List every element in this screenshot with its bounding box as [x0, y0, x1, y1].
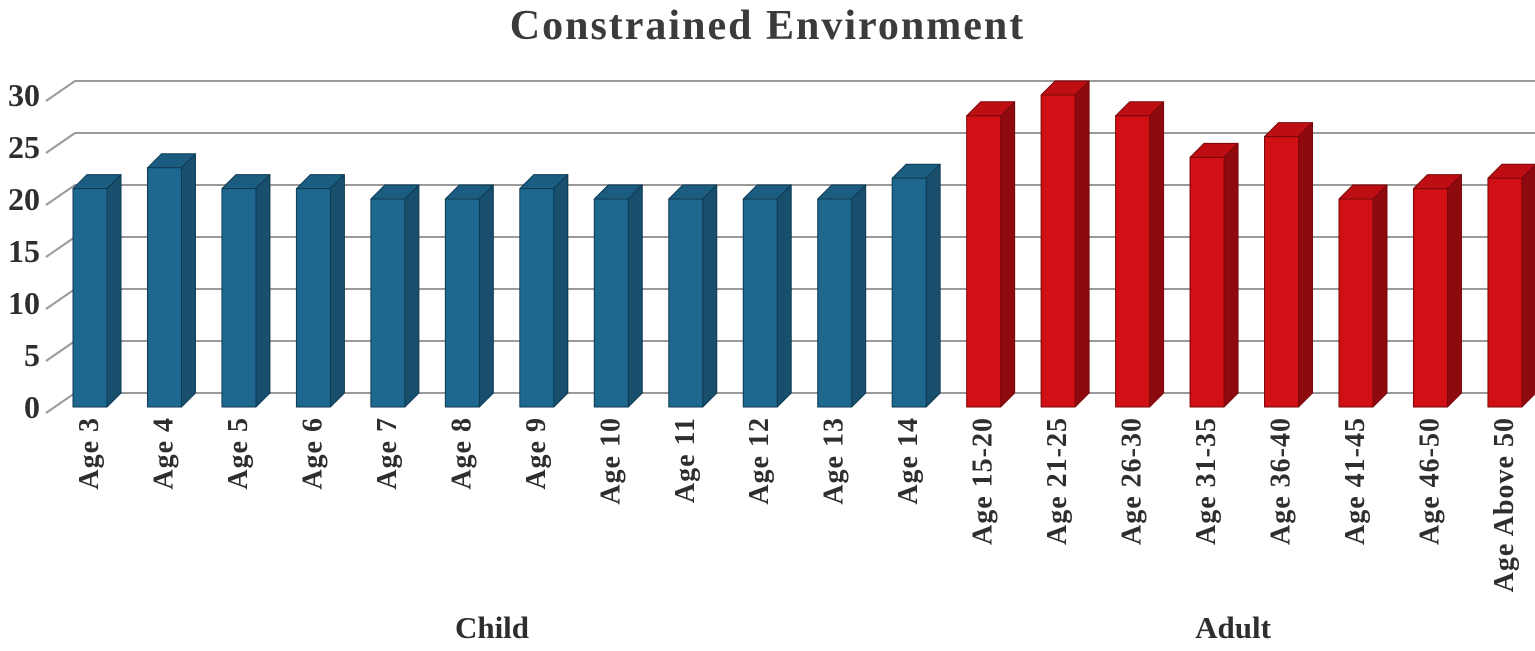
bar-age-3 — [72, 174, 122, 408]
x-tick-label-age-15-20: Age 15-20 — [968, 417, 999, 545]
bar-front-face — [1412, 188, 1448, 408]
bar-age-41-45 — [1338, 184, 1388, 408]
bar-front-face — [1115, 115, 1151, 408]
bar-age-9 — [519, 174, 569, 408]
bar-side-face — [180, 153, 196, 408]
bar-age-10 — [593, 184, 643, 408]
x-tick-label-age-21-25: Age 21-25 — [1042, 417, 1073, 545]
bar-side-face — [1372, 184, 1388, 408]
x-tick-label-age-5: Age 5 — [223, 417, 254, 490]
bar-front-face — [519, 188, 555, 408]
bar-front-face — [146, 167, 182, 408]
gridline-y-0 — [45, 392, 1535, 414]
x-tick-label-age-4: Age 4 — [148, 417, 179, 490]
bar-age-26-30 — [1115, 101, 1165, 408]
bar-side-face — [925, 163, 941, 408]
bar-age-13 — [817, 184, 867, 408]
y-tick-label-25: 25 — [8, 129, 40, 165]
y-tick-label-30: 30 — [8, 77, 40, 113]
y-tick-label-15: 15 — [8, 233, 40, 269]
bar-age-46-50 — [1412, 174, 1462, 408]
bar-front-face — [444, 198, 480, 408]
bar-front-face — [817, 198, 853, 408]
x-tick-label-age-10: Age 10 — [595, 417, 626, 505]
bar-side-face — [1298, 122, 1314, 408]
y-tick-label-0: 0 — [24, 389, 40, 425]
bar-front-face — [742, 198, 778, 408]
bar-side-face — [851, 184, 867, 408]
bar-age-36-40 — [1264, 122, 1314, 408]
bar-side-face — [1446, 174, 1462, 408]
bar-front-face — [1487, 177, 1523, 408]
bar-side-face — [255, 174, 271, 408]
bar-front-face — [295, 188, 331, 408]
bar-age-5 — [221, 174, 271, 408]
x-tick-label-age-3: Age 3 — [74, 417, 105, 490]
bar-age-11 — [668, 184, 718, 408]
x-tick-label-age-12: Age 12 — [744, 417, 775, 505]
bar-front-face — [891, 177, 927, 408]
bar-age-14 — [891, 163, 941, 408]
bar-side-face — [1074, 80, 1090, 408]
bar-age-21-25 — [1040, 80, 1090, 408]
bar-age-12 — [742, 184, 792, 408]
bar-age-4 — [146, 153, 196, 408]
bar-side-face — [627, 184, 643, 408]
bar-front-face — [668, 198, 704, 408]
group-label-child: Child — [454, 610, 530, 645]
bar-front-face — [72, 188, 108, 408]
bar-front-face — [966, 115, 1002, 408]
bar-front-face — [1338, 198, 1374, 408]
chart-title: Constrained Environment — [509, 3, 1026, 49]
bar-side-face — [1223, 142, 1239, 408]
x-tick-label-age-8: Age 8 — [446, 417, 477, 490]
x-tick-label-age-7: Age 7 — [372, 417, 403, 490]
bar-age-15-20 — [966, 101, 1016, 408]
bar-side-face — [776, 184, 792, 408]
bar-front-face — [221, 188, 257, 408]
bar-age-8 — [444, 184, 494, 408]
bar-side-face — [404, 184, 420, 408]
bar-front-face — [1189, 156, 1225, 408]
gridline-y-30 — [45, 80, 1535, 102]
bar-side-face — [1000, 101, 1016, 408]
x-tick-label-age-14: Age 14 — [893, 417, 924, 505]
bar-front-face — [370, 198, 406, 408]
bar-front-face — [1264, 136, 1300, 408]
bar-side-face — [702, 184, 718, 408]
bar-front-face — [593, 198, 629, 408]
bar-age-7 — [370, 184, 420, 408]
x-tick-label-age-above-50: Age Above 50 — [1489, 417, 1520, 592]
x-tick-label-age-9: Age 9 — [521, 417, 552, 490]
bar-side-face — [1149, 101, 1165, 408]
x-tick-label-age-36-40: Age 36-40 — [1266, 417, 1297, 545]
bar-side-face — [329, 174, 345, 408]
x-tick-label-age-26-30: Age 26-30 — [1117, 417, 1148, 545]
y-tick-label-10: 10 — [8, 285, 40, 321]
bar-side-face — [106, 174, 122, 408]
y-tick-label-20: 20 — [8, 181, 40, 217]
x-tick-label-age-13: Age 13 — [819, 417, 850, 505]
x-tick-label-age-6: Age 6 — [297, 417, 328, 490]
bar-front-face — [1040, 94, 1076, 408]
bar-side-face — [1521, 164, 1535, 408]
x-tick-label-age-11: Age 11 — [670, 417, 701, 503]
bar-age-above-50 — [1487, 163, 1535, 408]
bar-side-face — [478, 184, 494, 408]
bar-side-face — [553, 174, 569, 408]
y-tick-label-5: 5 — [24, 337, 40, 373]
group-label-adult: Adult — [1195, 610, 1271, 645]
x-tick-label-age-41-45: Age 41-45 — [1340, 417, 1371, 545]
bar-age-31-35 — [1189, 142, 1239, 408]
x-tick-label-age-46-50: Age 46-50 — [1414, 417, 1445, 545]
x-tick-label-age-31-35: Age 31-35 — [1191, 417, 1222, 545]
bar-age-6 — [295, 174, 345, 408]
